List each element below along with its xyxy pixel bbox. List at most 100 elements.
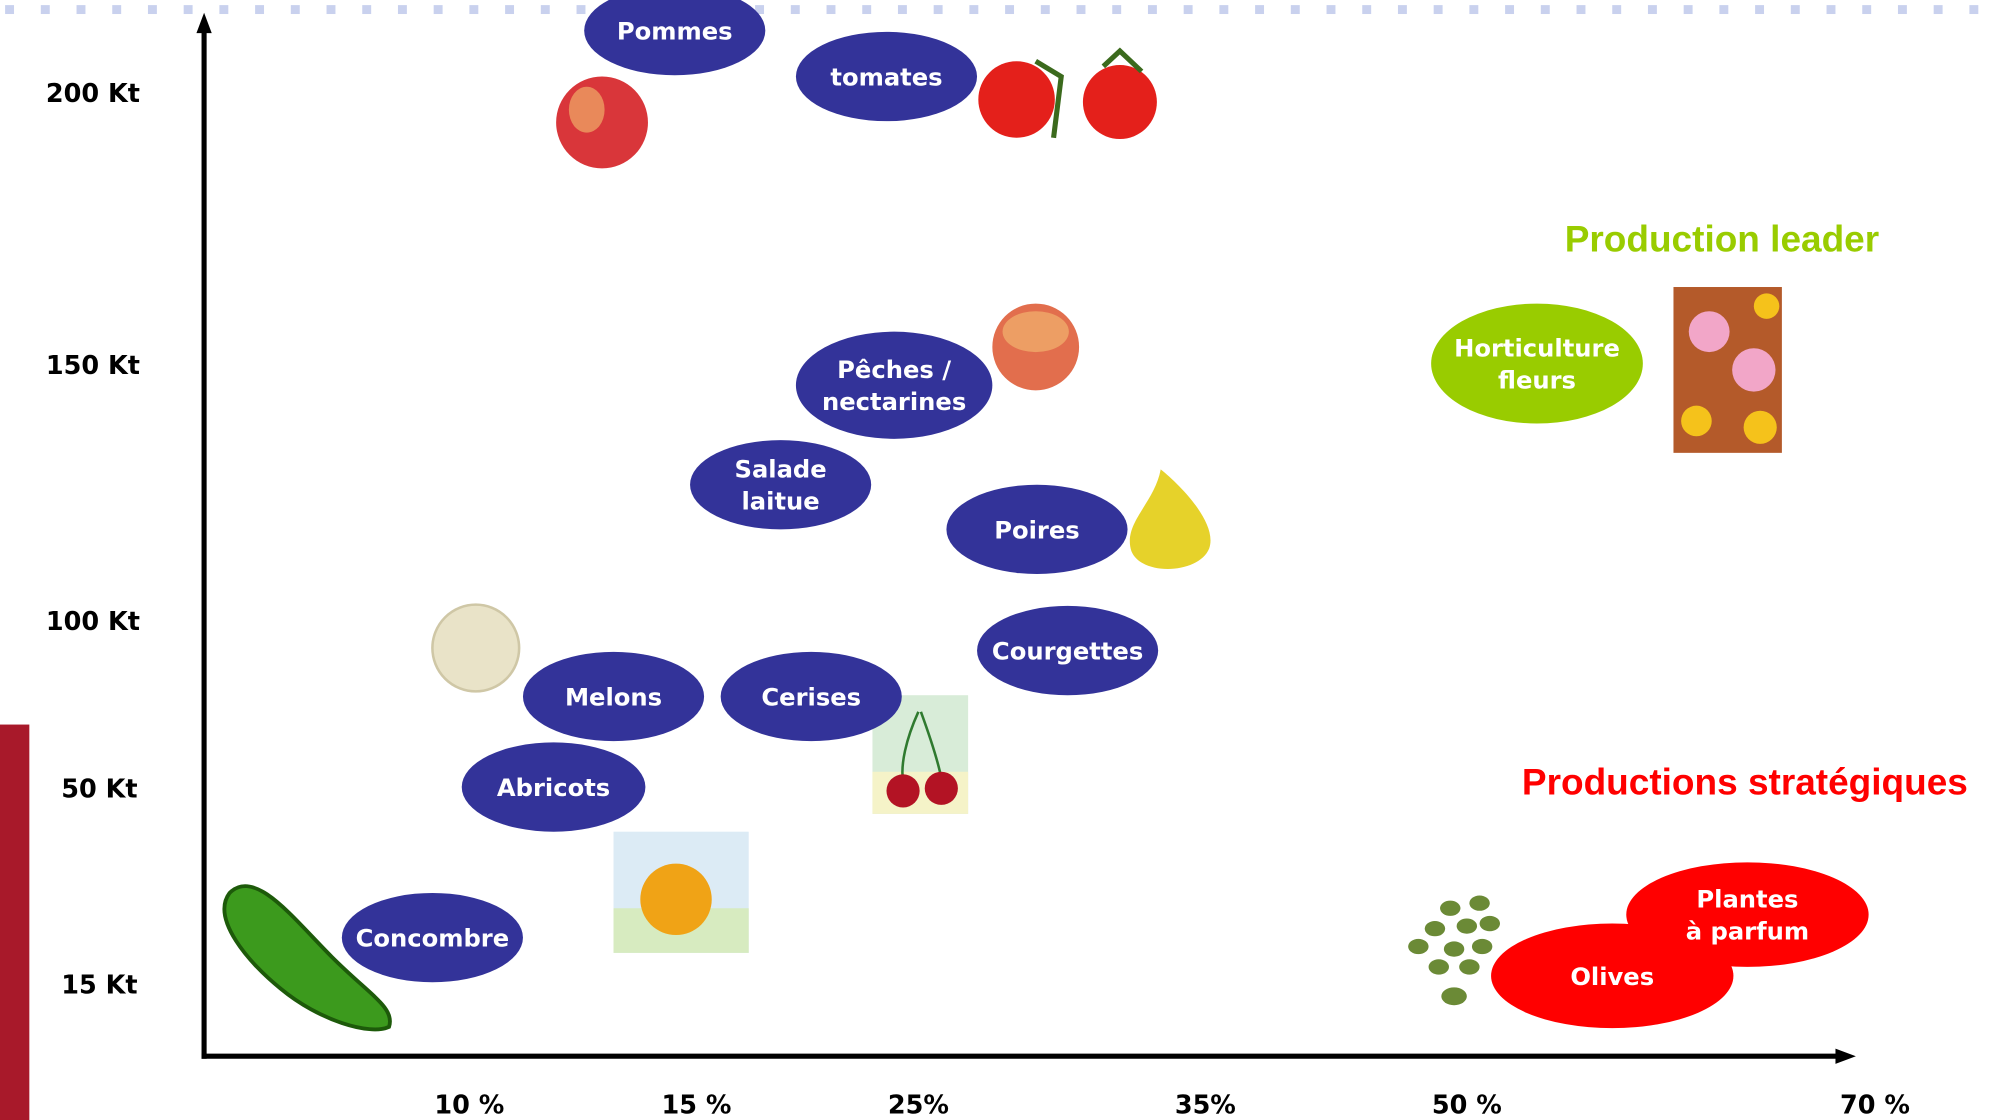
dot xyxy=(1719,5,1729,15)
dot xyxy=(469,5,479,15)
dot xyxy=(1112,5,1122,15)
bubble-label: laitue xyxy=(742,488,820,516)
tomato xyxy=(1082,65,1157,140)
cucumber xyxy=(222,884,392,1032)
dots xyxy=(5,5,1979,15)
bubble: Melons xyxy=(522,651,705,742)
dot xyxy=(1255,5,1265,15)
x-label: 50 % xyxy=(1432,1091,1502,1120)
bubble: tomates xyxy=(795,31,978,122)
bubble-label: Salade xyxy=(735,456,827,484)
x-label: 10 % xyxy=(434,1091,504,1120)
dot xyxy=(1005,5,1015,15)
group-heading: Production leader xyxy=(1565,218,1879,259)
dot xyxy=(255,5,265,15)
dot xyxy=(1826,5,1836,15)
x-arrow xyxy=(1835,1048,1856,1064)
bubble-label: Pommes xyxy=(617,18,733,46)
bubble-label: Abricots xyxy=(497,774,610,802)
bubble-label: Courgettes xyxy=(992,637,1143,665)
dot xyxy=(1433,5,1443,15)
bubble-label: Horticulture xyxy=(1454,335,1620,363)
y-label: 200 Kt xyxy=(46,79,140,109)
bubble-shape xyxy=(461,742,646,832)
melon xyxy=(431,603,521,693)
bubble-label: Concombre xyxy=(356,925,510,953)
bubble-shape xyxy=(977,605,1159,696)
bubble-label: Plantes xyxy=(1696,886,1798,914)
dot xyxy=(1933,5,1943,15)
dot xyxy=(576,5,586,15)
dot xyxy=(540,5,550,15)
dot xyxy=(397,5,407,15)
bubble-shape xyxy=(720,651,902,742)
dot xyxy=(1147,5,1157,15)
dot xyxy=(76,5,86,15)
bubble: Concombre xyxy=(341,892,523,983)
side-bar xyxy=(0,724,30,1120)
dot xyxy=(862,5,872,15)
dot xyxy=(1219,5,1229,15)
axes xyxy=(201,28,1837,1059)
bubble-shape xyxy=(584,0,766,76)
dot xyxy=(1683,5,1693,15)
dot xyxy=(1790,5,1800,15)
bubble-label: fleurs xyxy=(1498,366,1576,394)
dot xyxy=(969,5,979,15)
dot xyxy=(1326,5,1336,15)
bubble-shape xyxy=(795,331,993,439)
dot xyxy=(1362,5,1372,15)
dot xyxy=(112,5,122,15)
bubble: Salade laitue xyxy=(690,440,872,530)
bubble-shape xyxy=(946,484,1128,575)
dot xyxy=(897,5,907,15)
dot xyxy=(326,5,336,15)
bubble-label: Pêches / xyxy=(837,356,951,384)
bubble-shape xyxy=(690,440,872,530)
bubble: Abricots xyxy=(461,742,646,832)
dot xyxy=(1612,5,1622,15)
x-label: 15 % xyxy=(661,1091,731,1120)
dot xyxy=(40,5,50,15)
dot xyxy=(1862,5,1872,15)
dot xyxy=(290,5,300,15)
bubble-label: Olives xyxy=(1570,963,1654,991)
dot xyxy=(790,5,800,15)
bubbles: Pommes tomates Pêches / nectarines Salade lai… xyxy=(341,0,1869,1029)
bubble: Horticulture fleurs xyxy=(1431,303,1643,424)
bubble: Plantes à parfum xyxy=(1626,862,1869,967)
dot xyxy=(1576,5,1586,15)
bubble: Pommes xyxy=(584,0,766,76)
y-label: 50 Kt xyxy=(61,774,137,804)
dot xyxy=(755,5,765,15)
bubble-label: Poires xyxy=(994,516,1079,544)
dot xyxy=(1469,5,1479,15)
dot xyxy=(1076,5,1086,15)
x-label: 70 % xyxy=(1840,1091,1910,1120)
dot xyxy=(1647,5,1657,15)
dot xyxy=(183,5,193,15)
bubble-shape xyxy=(1431,303,1643,424)
group-heading: Productions stratégiques xyxy=(1522,762,1968,803)
bubble: Pêches / nectarines xyxy=(795,331,993,439)
dot xyxy=(5,5,15,15)
dot xyxy=(1969,5,1979,15)
dot xyxy=(1290,5,1300,15)
bubble-shape xyxy=(1626,862,1869,967)
bubble: Cerises xyxy=(720,651,902,742)
bubble-label: Cerises xyxy=(761,683,861,711)
olives xyxy=(1408,895,1500,1006)
dot xyxy=(1183,5,1193,15)
y-label: 100 Kt xyxy=(46,607,140,637)
dot xyxy=(1897,5,1907,15)
dot xyxy=(933,5,943,15)
dot xyxy=(505,5,515,15)
dot xyxy=(826,5,836,15)
dot xyxy=(147,5,157,15)
bubble-label: tomates xyxy=(830,63,942,91)
bubble: Courgettes xyxy=(977,605,1159,696)
apple xyxy=(556,76,648,169)
x-label: 35% xyxy=(1175,1091,1236,1120)
